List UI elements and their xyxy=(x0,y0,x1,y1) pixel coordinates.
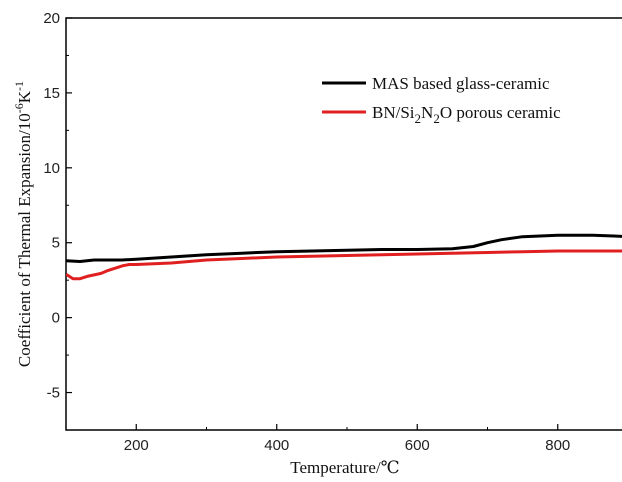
legend: MAS based glass-ceramic BN/Si2N2O porous… xyxy=(322,74,561,126)
y-tick-label: 0 xyxy=(52,310,60,327)
x-tick-label: 800 xyxy=(545,437,570,454)
y-tick-label: 15 xyxy=(43,85,60,102)
legend-label-bn: BN/Si2N2O porous ceramic xyxy=(372,103,561,126)
series-lines xyxy=(66,233,622,281)
y-tick-label: 20 xyxy=(43,10,60,27)
x-axis-label: Temperature/℃ xyxy=(290,458,399,477)
y-tick-label: -5 xyxy=(47,385,60,402)
y-tick-label: 10 xyxy=(43,160,60,177)
y-tick-label: 5 xyxy=(52,235,60,252)
x-tick-label: 200 xyxy=(124,437,149,454)
x-tick-label: 400 xyxy=(264,437,289,454)
series-line-mas xyxy=(66,233,622,263)
y-axis-label: Coefficient of Thermal Expansion/10-6K-1 xyxy=(12,81,34,367)
series-line-bn xyxy=(66,249,622,281)
x-tick-label: 600 xyxy=(405,437,430,454)
legend-label-mas: MAS based glass-ceramic xyxy=(372,74,550,93)
ticks: 200 400 600 800 -5 0 5 10 15 20 xyxy=(43,10,570,454)
